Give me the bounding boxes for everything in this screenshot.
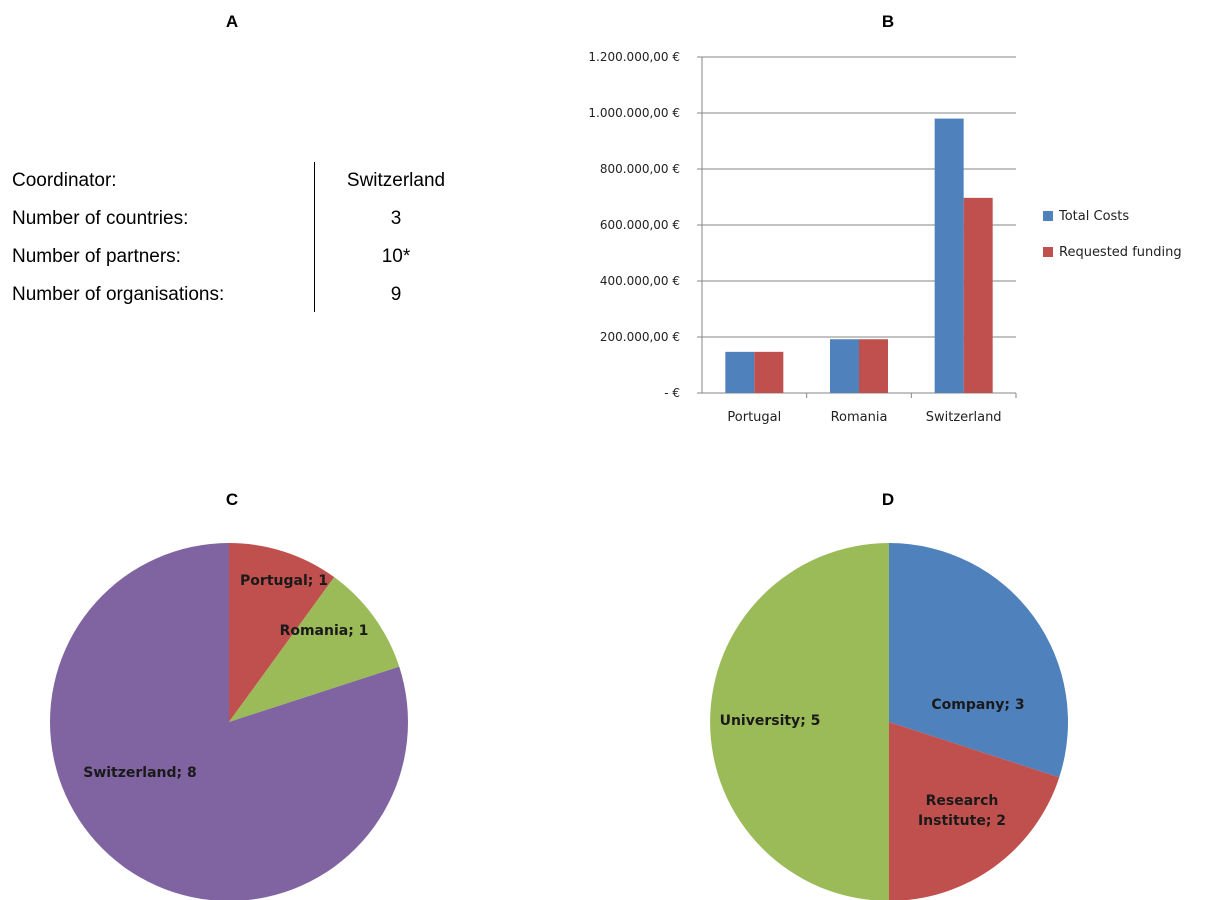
summary-value: 3 [390,208,402,229]
x-tick-label: Switzerland [926,410,1002,425]
bar-total-costs [725,351,755,393]
pie-slice [710,543,889,900]
x-tick-label: Portugal [727,410,781,425]
panel-d-letter: D [881,490,895,509]
bar-total-costs [830,339,859,393]
bar-requested-funding [859,339,888,393]
bar-requested-funding [754,351,784,393]
panel-a-letter: A [225,12,239,31]
pie-slice [889,722,1060,900]
y-tick-label: - € [664,386,680,400]
legend-swatch [1043,211,1053,221]
y-tick-label: 400.000,00 € [600,274,680,288]
pie-slice [229,577,400,722]
summary-value: 9 [390,284,402,305]
pie-slice [50,543,408,900]
pie-slice-label: Romania; 1 [280,623,369,639]
panel-c-letter: C [225,490,239,509]
bar-total-costs [934,118,964,393]
pie-slice-label: Switzerland; 8 [83,765,197,781]
summary-label: Number of organisations: [12,284,225,305]
y-tick-label: 200.000,00 € [600,330,680,344]
summary-value: Switzerland [346,170,446,191]
summary-label: Number of countries: [12,208,189,229]
pie-slice-label: Research Institute; 2 [918,793,1006,829]
summary-value: 10* [381,246,411,267]
summary-divider [314,162,315,312]
legend-swatch [1043,247,1053,257]
y-tick-label: 600.000,00 € [600,218,680,232]
pie-slice [229,543,335,722]
y-tick-label: 1.200.000,00 € [588,50,680,64]
y-tick-label: 1.000.000,00 € [588,106,680,120]
pie-slice-label: University; 5 [720,713,821,729]
pie-slice [889,543,1068,778]
legend-label: Total Costs [1058,209,1129,224]
summary-label: Number of partners: [12,246,181,267]
x-tick-label: Romania [831,410,888,425]
bar-requested-funding [963,197,993,393]
summary-label: Coordinator: [12,170,117,191]
pie-slice-label: Company; 3 [931,697,1024,713]
legend-label: Requested funding [1059,245,1182,260]
pie-slice-label: Portugal; 1 [240,573,328,589]
y-tick-label: 800.000,00 € [600,162,680,176]
panel-b-letter: B [881,12,895,31]
